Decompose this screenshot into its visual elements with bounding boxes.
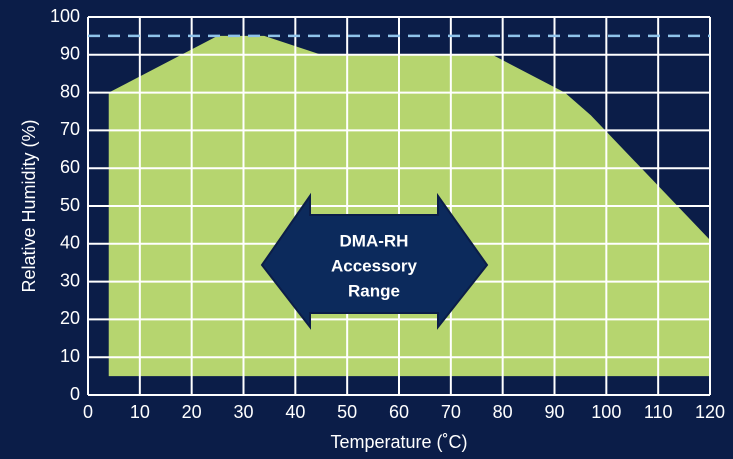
x-tick-label: 30 (233, 402, 253, 422)
y-tick-label: 100 (50, 6, 80, 26)
range-arrow (260, 192, 489, 330)
x-tick-label: 20 (182, 402, 202, 422)
x-tick-label: 110 (644, 402, 673, 422)
x-tick-label: 80 (493, 402, 513, 422)
y-tick-label: 80 (60, 81, 80, 101)
y-tick-label: 90 (60, 44, 80, 64)
x-axis-label: Temperature (˚C) (330, 432, 467, 452)
y-axis-label: Relative Humidity (%) (19, 119, 39, 292)
y-tick-label: 50 (60, 195, 80, 215)
x-tick-label: 90 (544, 402, 564, 422)
y-tick-label: 10 (60, 346, 80, 366)
annotation-line: Range (348, 281, 400, 300)
x-tick-label: 40 (285, 402, 305, 422)
annotation-line: DMA-RH (340, 231, 409, 250)
y-tick-label: 60 (60, 157, 80, 177)
y-tick-label: 0 (70, 384, 80, 404)
x-tick-label: 120 (695, 402, 725, 422)
y-tick-label: 20 (60, 308, 80, 328)
annotation-line: Accessory (331, 256, 418, 275)
x-tick-label: 50 (337, 402, 357, 422)
x-tick-label: 10 (130, 402, 150, 422)
x-tick-label: 100 (591, 402, 621, 422)
x-tick-label: 60 (389, 402, 409, 422)
x-tick-label: 0 (83, 402, 93, 422)
y-tick-label: 70 (60, 119, 80, 139)
y-tick-label: 30 (60, 270, 80, 290)
x-tick-label: 70 (441, 402, 461, 422)
y-tick-label: 40 (60, 233, 80, 253)
